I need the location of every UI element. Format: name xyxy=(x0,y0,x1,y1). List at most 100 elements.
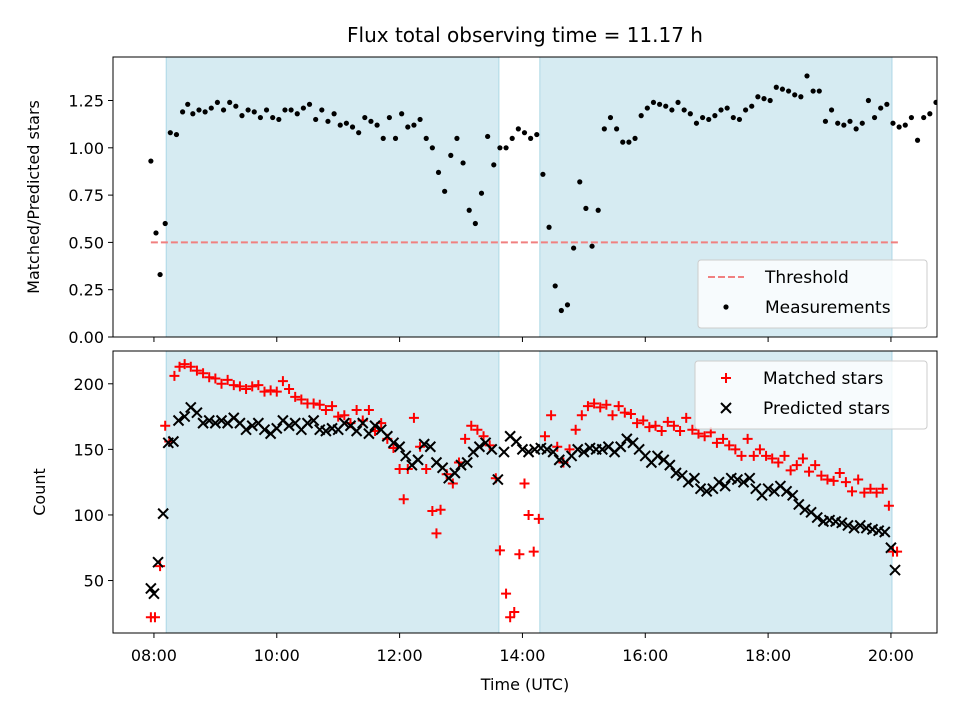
measurement-point xyxy=(914,137,921,143)
measurement-point xyxy=(810,88,816,94)
predicted-star-point xyxy=(879,526,891,538)
matched-star-point xyxy=(834,467,845,478)
measurement-point xyxy=(167,130,173,136)
matched-star-point xyxy=(519,478,530,489)
matched-star-point xyxy=(494,545,505,556)
matched-star-point xyxy=(791,460,802,471)
predicted-star-point xyxy=(209,417,222,429)
legend-matched-swatch xyxy=(721,373,731,383)
measurement-point xyxy=(534,131,540,138)
x-tick-label: 14:00 xyxy=(499,646,545,665)
matched-star-point xyxy=(699,431,710,442)
predicted-star-point xyxy=(547,446,559,458)
measurement-point xyxy=(859,120,865,126)
matched-star-point xyxy=(290,391,301,402)
matched-star-point xyxy=(501,588,512,599)
measurement-point xyxy=(933,99,937,106)
predicted-star-point xyxy=(307,414,320,427)
measurement-point xyxy=(546,224,552,230)
matched-star-point xyxy=(638,415,649,426)
measurement-point xyxy=(773,84,779,90)
measurement-point xyxy=(601,126,607,132)
measurement-point xyxy=(478,190,485,196)
matched-star-point xyxy=(398,494,409,505)
measurement-point xyxy=(761,96,767,102)
measurement-point xyxy=(607,114,614,121)
matched-star-point xyxy=(265,385,276,396)
legend-box xyxy=(697,259,928,329)
matched-star-point xyxy=(421,464,432,475)
measurement-point xyxy=(356,130,362,136)
matched-star-point xyxy=(754,444,765,455)
predicted-star-point xyxy=(369,420,381,432)
measurement-point xyxy=(460,160,466,166)
measurement-point xyxy=(528,135,534,141)
measurement-point xyxy=(509,135,515,141)
matched-star-point xyxy=(431,528,442,539)
predicted-star-point xyxy=(363,427,375,440)
measurement-point xyxy=(454,135,460,141)
matched-star-point xyxy=(308,398,319,409)
measurement-point xyxy=(577,179,583,185)
measurement-point xyxy=(503,145,509,151)
measurement-point xyxy=(669,107,675,113)
measurement-point xyxy=(816,88,822,94)
measurement-point xyxy=(257,114,263,121)
measurement-point xyxy=(822,118,829,124)
predicted-star-point xyxy=(178,410,191,423)
matched-star-point xyxy=(333,411,344,422)
predicted-star-point xyxy=(621,433,633,445)
matched-star-point xyxy=(523,509,534,520)
predicted-star-point xyxy=(670,467,682,479)
measurement-point xyxy=(185,101,191,107)
matched-star-point xyxy=(460,433,471,444)
matched-star-point xyxy=(514,549,525,560)
matched-star-point xyxy=(484,440,495,451)
measurement-point xyxy=(779,86,786,92)
predicted-star-point xyxy=(350,425,363,437)
measurement-point xyxy=(687,111,693,117)
measurement-point xyxy=(663,103,669,109)
predicted-star-point xyxy=(172,414,185,427)
matched-star-point xyxy=(693,428,704,439)
measurement-point xyxy=(380,135,386,141)
measurement-point xyxy=(368,118,374,124)
chart-title: Flux total observing time = 11.17 h xyxy=(347,23,703,47)
measurement-point xyxy=(362,114,368,121)
matched-star-point xyxy=(216,378,227,389)
measurement-point xyxy=(148,158,154,164)
measurement-point xyxy=(497,145,503,151)
top-panel: 0.00 0.25 0.50 0.75 1.00 1.25 Threshold Measure… xyxy=(68,56,938,347)
predicted-star-point xyxy=(553,454,565,466)
measurement-point xyxy=(804,73,810,79)
matched-star-point xyxy=(296,394,307,405)
legend-predicted-label: Predicted stars xyxy=(763,399,890,419)
matched-star-point xyxy=(169,370,180,381)
measurement-point xyxy=(386,114,392,121)
matched-star-point xyxy=(528,546,539,557)
predicted-star-point xyxy=(651,450,664,462)
predicted-star-point xyxy=(664,459,676,471)
matched-star-point xyxy=(822,474,833,485)
x-tick-label: 20:00 xyxy=(868,646,914,665)
matched-star-point xyxy=(662,416,673,427)
measurement-point xyxy=(927,111,933,117)
predicted-star-point xyxy=(191,406,203,419)
matched-star-point xyxy=(742,433,753,444)
predicted-star-point xyxy=(682,476,694,488)
matched-star-point xyxy=(210,373,221,384)
matched-star-point xyxy=(785,465,796,476)
predicted-star-point xyxy=(762,483,774,495)
matched-star-point xyxy=(435,504,446,515)
predicted-star-point xyxy=(541,443,553,456)
measurement-point xyxy=(343,120,349,126)
matched-star-point xyxy=(234,381,245,392)
bottom-y-tick-label: 200 xyxy=(73,375,104,394)
matched-star-point xyxy=(675,426,686,437)
measurement-point xyxy=(718,107,724,113)
top-legend: Threshold Measurements xyxy=(697,259,928,329)
matched-star-point xyxy=(505,612,516,623)
matched-star-point xyxy=(644,422,655,433)
matched-star-point xyxy=(730,444,741,455)
predicted-star-point xyxy=(889,564,901,576)
